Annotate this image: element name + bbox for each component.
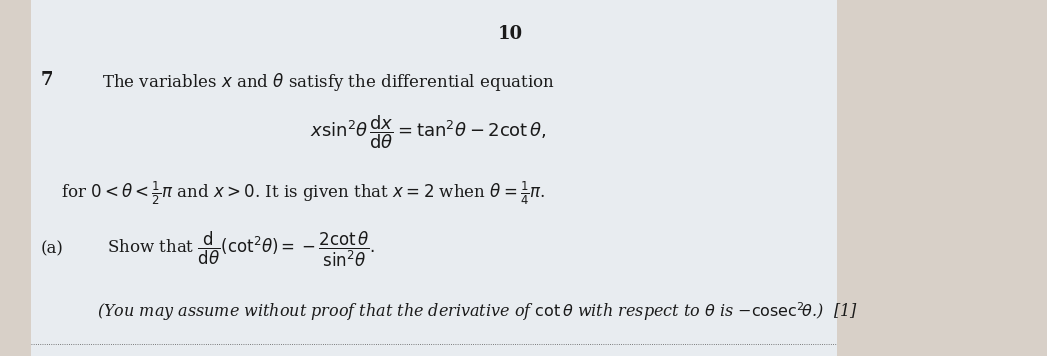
- Text: for $0 < \theta < \frac{1}{2}\pi$ and $x > 0$. It is given that $x = 2$ when $\t: for $0 < \theta < \frac{1}{2}\pi$ and $x…: [61, 180, 545, 207]
- Text: Show that $\dfrac{\mathrm{d}}{\mathrm{d}\theta}(\cot^2\!\theta) = -\dfrac{2\cot\: Show that $\dfrac{\mathrm{d}}{\mathrm{d}…: [107, 230, 376, 269]
- Text: The variables $x$ and $\theta$ satisfy the differential equation: The variables $x$ and $\theta$ satisfy t…: [102, 71, 555, 93]
- Text: (You may assume without proof that the derivative of $\cot\theta$ with respect t: (You may assume without proof that the d…: [97, 300, 857, 323]
- FancyBboxPatch shape: [30, 0, 837, 356]
- Text: $x\sin^2\!\theta\,\dfrac{\mathrm{d}x}{\mathrm{d}\theta} = \tan^2\!\theta - 2\cot: $x\sin^2\!\theta\,\dfrac{\mathrm{d}x}{\m…: [310, 113, 548, 151]
- Text: 7: 7: [41, 71, 53, 89]
- Text: 10: 10: [497, 25, 522, 43]
- Text: (a): (a): [41, 241, 64, 258]
